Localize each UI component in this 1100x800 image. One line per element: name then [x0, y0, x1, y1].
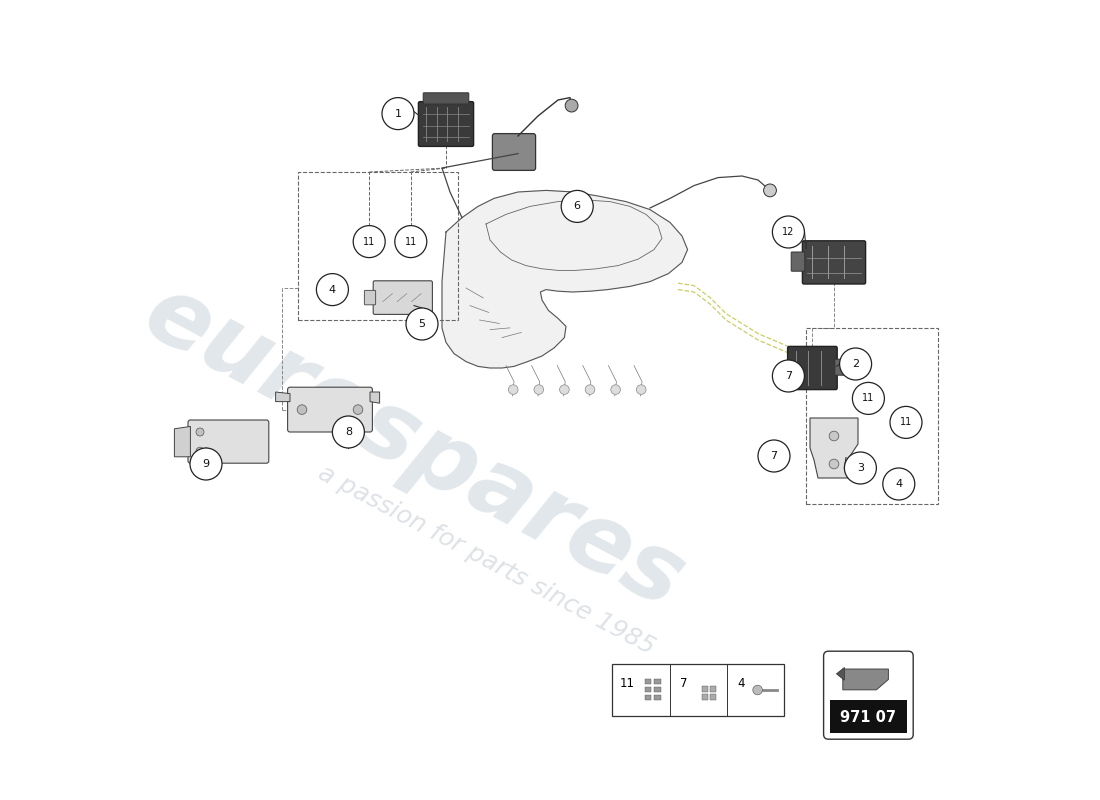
- Text: 9: 9: [202, 459, 210, 469]
- Circle shape: [395, 226, 427, 258]
- Circle shape: [883, 468, 915, 500]
- Text: 3: 3: [857, 463, 864, 473]
- Text: 4: 4: [329, 285, 336, 294]
- Polygon shape: [843, 669, 889, 690]
- Text: 7: 7: [680, 678, 688, 690]
- Text: 2: 2: [852, 359, 859, 369]
- Circle shape: [382, 98, 414, 130]
- Circle shape: [196, 428, 204, 436]
- Polygon shape: [370, 392, 379, 403]
- Circle shape: [890, 406, 922, 438]
- Circle shape: [353, 226, 385, 258]
- Circle shape: [829, 431, 839, 441]
- FancyBboxPatch shape: [791, 252, 805, 271]
- FancyBboxPatch shape: [824, 651, 913, 739]
- FancyBboxPatch shape: [788, 346, 837, 390]
- FancyBboxPatch shape: [418, 102, 474, 146]
- Circle shape: [190, 448, 222, 480]
- Circle shape: [353, 405, 363, 414]
- Text: 6: 6: [574, 202, 581, 211]
- Bar: [654, 694, 661, 700]
- Circle shape: [332, 416, 364, 448]
- Text: 8: 8: [344, 427, 352, 437]
- Circle shape: [585, 385, 595, 394]
- Text: 4: 4: [738, 678, 745, 690]
- Text: 11: 11: [619, 678, 635, 690]
- Bar: [806, 328, 938, 504]
- Circle shape: [845, 452, 877, 484]
- Bar: [702, 686, 707, 691]
- FancyBboxPatch shape: [493, 134, 536, 170]
- Text: a passion for parts since 1985: a passion for parts since 1985: [314, 461, 659, 659]
- Text: 11: 11: [862, 394, 874, 403]
- Bar: [702, 694, 707, 699]
- Text: 1: 1: [395, 109, 402, 118]
- Bar: [645, 694, 651, 700]
- Text: 11: 11: [363, 237, 375, 246]
- Text: 7: 7: [784, 371, 792, 381]
- Polygon shape: [810, 418, 858, 478]
- Bar: [613, 664, 784, 716]
- Bar: [645, 686, 651, 692]
- Bar: [830, 700, 906, 733]
- Circle shape: [560, 385, 569, 394]
- Circle shape: [752, 685, 762, 694]
- Bar: [645, 678, 651, 684]
- Polygon shape: [836, 667, 845, 680]
- Circle shape: [508, 385, 518, 394]
- Circle shape: [772, 360, 804, 392]
- Circle shape: [317, 274, 349, 306]
- Polygon shape: [442, 190, 688, 368]
- Circle shape: [758, 440, 790, 472]
- Circle shape: [297, 405, 307, 414]
- Text: 12: 12: [782, 227, 794, 237]
- Circle shape: [565, 99, 578, 112]
- FancyBboxPatch shape: [802, 241, 866, 284]
- Circle shape: [829, 459, 839, 469]
- Text: eurospares: eurospares: [129, 267, 700, 629]
- Circle shape: [763, 184, 777, 197]
- Bar: [298, 172, 458, 320]
- Circle shape: [610, 385, 620, 394]
- Circle shape: [852, 382, 884, 414]
- Bar: [654, 686, 661, 692]
- FancyBboxPatch shape: [188, 420, 268, 463]
- FancyBboxPatch shape: [373, 281, 432, 314]
- Bar: [654, 678, 661, 684]
- Polygon shape: [175, 426, 190, 457]
- Circle shape: [772, 216, 804, 248]
- Text: 5: 5: [418, 319, 426, 329]
- FancyBboxPatch shape: [835, 359, 846, 375]
- Circle shape: [196, 447, 204, 455]
- Text: 971 07: 971 07: [840, 710, 896, 726]
- Circle shape: [561, 190, 593, 222]
- Text: 7: 7: [770, 451, 778, 461]
- Text: 4: 4: [895, 479, 902, 489]
- Circle shape: [637, 385, 646, 394]
- Bar: [711, 694, 716, 699]
- FancyBboxPatch shape: [364, 290, 375, 305]
- Polygon shape: [276, 392, 290, 402]
- Text: 11: 11: [900, 418, 912, 427]
- FancyBboxPatch shape: [424, 93, 469, 104]
- Circle shape: [839, 348, 871, 380]
- Circle shape: [534, 385, 543, 394]
- Bar: [711, 686, 716, 691]
- Circle shape: [406, 308, 438, 340]
- FancyBboxPatch shape: [287, 387, 373, 432]
- Text: 11: 11: [405, 237, 417, 246]
